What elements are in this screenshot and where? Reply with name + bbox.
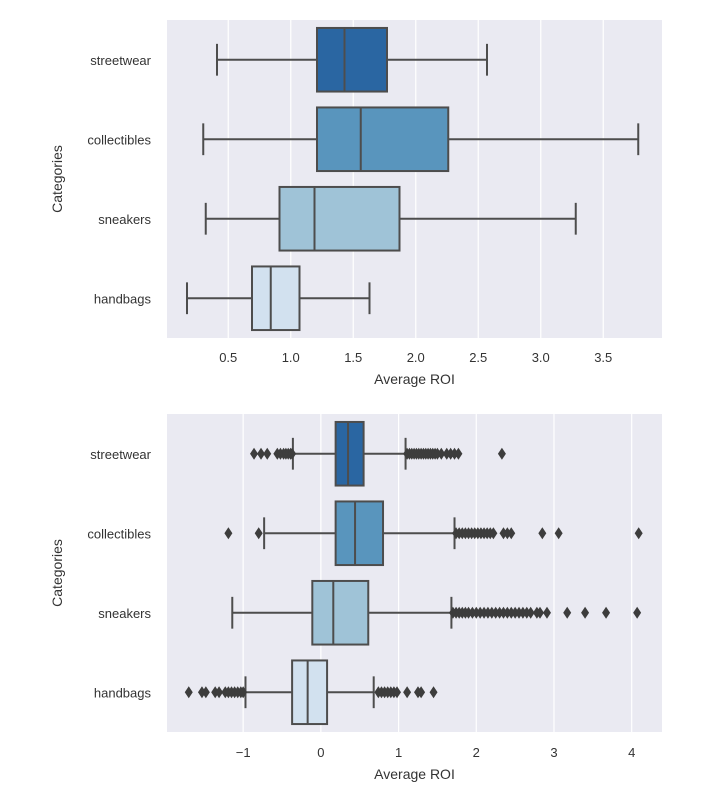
box-iqr <box>334 500 385 567</box>
x-tick-label: 1.5 <box>344 350 362 365</box>
box-iqr <box>311 579 370 646</box>
box-handbags <box>186 265 371 332</box>
box-iqr <box>251 265 301 332</box>
box-iqr <box>291 659 329 726</box>
outlier-point <box>634 527 643 540</box>
x-tick-label: 3.0 <box>532 350 550 365</box>
x-tick-label: 3 <box>550 745 557 760</box>
box-streetwear <box>250 420 506 487</box>
box-iqr <box>334 420 365 487</box>
outlier-point <box>184 686 193 699</box>
x-tick-label: 2.0 <box>407 350 425 365</box>
y-tick-label: handbags <box>94 685 152 700</box>
box-streetwear <box>216 26 488 93</box>
x-tick-label: 0.5 <box>219 350 237 365</box>
outlier-point <box>393 686 402 699</box>
outlier-point <box>526 606 535 619</box>
outlier-point <box>633 606 642 619</box>
outlier-point <box>239 686 248 699</box>
outlier-point <box>403 686 412 699</box>
outlier-point <box>288 447 297 460</box>
outlier-point <box>250 447 259 460</box>
box-handbags <box>184 659 438 726</box>
x-tick-label: 0 <box>317 745 324 760</box>
outlier-point <box>535 606 544 619</box>
outlier-point <box>602 606 611 619</box>
x-tick-label: 4 <box>628 745 635 760</box>
outlier-point <box>454 447 463 460</box>
x-tick-label: 3.5 <box>594 350 612 365</box>
x-tick-label: 2 <box>473 745 480 760</box>
y-tick-label: handbags <box>94 291 152 306</box>
y-axis-label: Categories <box>49 539 65 607</box>
outlier-point <box>507 527 516 540</box>
y-tick-label: streetwear <box>90 53 151 68</box>
x-tick-label: 2.5 <box>469 350 487 365</box>
box-sneakers <box>204 185 577 252</box>
outlier-point <box>257 447 266 460</box>
y-tick-label: collectibles <box>87 132 151 147</box>
x-tick-label: −1 <box>236 745 251 760</box>
outlier-point <box>254 527 263 540</box>
outlier-point <box>554 527 563 540</box>
box-iqr <box>316 26 388 93</box>
box-iqr <box>316 106 450 173</box>
outlier-point <box>489 527 498 540</box>
outlier-point <box>417 686 426 699</box>
outlier-point <box>563 606 572 619</box>
y-tick-label: collectibles <box>87 526 151 541</box>
y-axis-label: Categories <box>49 145 65 213</box>
outlier-point <box>437 447 446 460</box>
bottom-box-plot: −1 0 1 2 3 4 streetwear collectibles sneakers han… <box>49 414 662 782</box>
outlier-point <box>538 527 547 540</box>
box-sneakers <box>231 579 642 646</box>
outlier-point <box>215 686 224 699</box>
y-tick-label: sneakers <box>98 212 151 227</box>
y-tick-label: streetwear <box>90 447 151 462</box>
x-axis-label: Average ROI <box>374 371 455 387</box>
x-axis-label: Average ROI <box>374 766 455 782</box>
outlier-point <box>224 527 233 540</box>
box-iqr <box>278 185 401 252</box>
x-tick-label: 1.0 <box>282 350 300 365</box>
box-collectibles <box>224 500 643 567</box>
y-tick-label: sneakers <box>98 606 151 621</box>
outlier-point <box>581 606 590 619</box>
box-collectibles <box>202 106 640 173</box>
x-tick-label: 1 <box>395 745 402 760</box>
plot-area <box>167 20 662 338</box>
outlier-point <box>201 686 210 699</box>
outlier-point <box>429 686 438 699</box>
outlier-point <box>263 447 272 460</box>
outlier-point <box>497 447 506 460</box>
plot-area <box>167 414 662 732</box>
outlier-point <box>542 606 551 619</box>
top-box-plot: 0.5 1.0 1.5 2.0 2.5 3.0 3.5 streetwear collectib… <box>49 20 662 387</box>
